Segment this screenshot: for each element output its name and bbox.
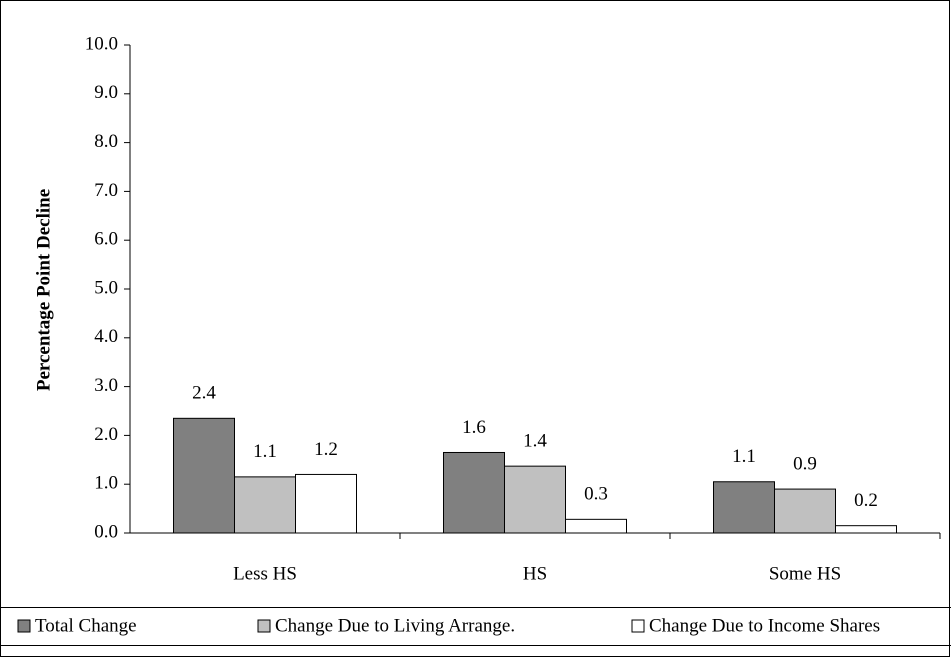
bar — [504, 465, 566, 534]
y-tick-label: 7.0 — [94, 180, 118, 201]
y-tick-label: 10.0 — [85, 33, 118, 54]
bar — [443, 451, 505, 534]
legend-swatch — [17, 619, 31, 633]
legend-label: Total Change — [35, 615, 137, 636]
legend-swatch — [631, 619, 645, 633]
bar — [835, 525, 897, 534]
y-tick-label: 9.0 — [94, 82, 118, 103]
data-label: 1.6 — [462, 417, 486, 438]
bar — [565, 518, 627, 534]
data-label: 2.4 — [192, 383, 216, 404]
x-tick-label: Some HS — [769, 563, 841, 584]
bar — [173, 417, 235, 534]
legend-swatch — [257, 619, 271, 633]
y-tick-label: 8.0 — [94, 131, 118, 152]
x-tick-label: HS — [523, 563, 547, 584]
data-label: 1.1 — [732, 446, 756, 467]
legend-label: Change Due to Income Shares — [649, 615, 880, 636]
data-label: 1.1 — [253, 441, 277, 462]
data-label: 1.4 — [523, 431, 547, 452]
y-tick-label: 1.0 — [94, 473, 118, 494]
y-tick-label: 5.0 — [94, 277, 118, 298]
data-label: 0.2 — [854, 490, 878, 511]
y-tick-label: 4.0 — [94, 326, 118, 347]
y-tick-label: 2.0 — [94, 424, 118, 445]
y-tick-label: 6.0 — [94, 229, 118, 250]
bar — [774, 488, 836, 534]
data-label: 0.3 — [584, 484, 608, 505]
data-label: 0.9 — [793, 453, 817, 474]
y-tick-label: 3.0 — [94, 375, 118, 396]
bar — [234, 476, 296, 534]
x-tick-label: Less HS — [233, 563, 297, 584]
y-tick-label: 0.0 — [94, 521, 118, 542]
data-label: 1.2 — [314, 439, 338, 460]
bar — [713, 481, 775, 534]
legend-label: Change Due to Living Arrange. — [275, 615, 515, 636]
y-axis-title: Percentage Point Decline — [33, 189, 54, 391]
bar — [295, 473, 357, 534]
